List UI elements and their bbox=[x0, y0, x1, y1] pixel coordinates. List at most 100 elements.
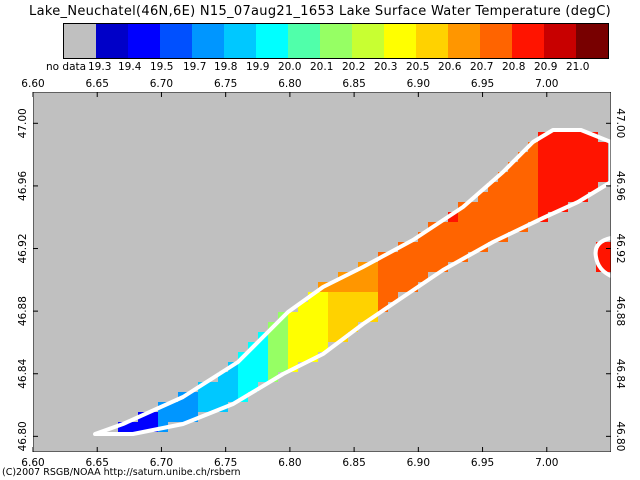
temp-cell-157 bbox=[358, 292, 368, 302]
temp-cell-248 bbox=[148, 412, 158, 422]
temp-cell-132 bbox=[438, 262, 448, 272]
temp-cell-238 bbox=[228, 392, 238, 402]
temp-cell-250 bbox=[168, 412, 178, 422]
land-background bbox=[33, 92, 611, 452]
temp-cell-44 bbox=[488, 182, 498, 192]
temp-cell-82 bbox=[498, 212, 508, 222]
temp-cell-37 bbox=[538, 172, 548, 182]
temp-cell-181 bbox=[278, 322, 288, 332]
temp-cell-26 bbox=[538, 162, 548, 172]
temp-cell-228 bbox=[208, 382, 218, 392]
temp-cell-19 bbox=[568, 152, 578, 162]
temp-cell-137 bbox=[378, 272, 388, 282]
temp-cell-16 bbox=[538, 152, 548, 162]
lat-label-left-5: 46.80 bbox=[17, 421, 29, 451]
temp-cell-121 bbox=[438, 252, 448, 262]
temp-cell-70 bbox=[498, 202, 508, 212]
temp-cell-55 bbox=[478, 192, 488, 202]
temp-cell-215 bbox=[238, 362, 248, 372]
temp-cell-41 bbox=[578, 172, 588, 182]
lat-label-left-4: 46.84 bbox=[17, 358, 29, 388]
temp-cell-211 bbox=[288, 352, 298, 362]
temp-cell-256 bbox=[148, 422, 158, 432]
lon-label-bottom-1: 6.65 bbox=[86, 457, 109, 469]
legend-label-16: 21.0 bbox=[566, 61, 590, 73]
temp-cell-229 bbox=[218, 382, 228, 392]
temp-cell-169 bbox=[378, 302, 388, 312]
temp-cell-47 bbox=[518, 182, 528, 192]
temp-cell-219 bbox=[278, 362, 288, 372]
temp-cell-110 bbox=[438, 242, 448, 252]
temp-cell-249 bbox=[158, 412, 168, 422]
temp-cell-192 bbox=[288, 332, 298, 342]
temp-cell-80 bbox=[478, 212, 488, 222]
color-legend bbox=[63, 23, 609, 59]
legend-label-5: 19.8 bbox=[214, 61, 238, 73]
temp-cell-196 bbox=[328, 332, 338, 342]
temp-cell-93 bbox=[488, 222, 498, 232]
temp-cell-89 bbox=[448, 222, 458, 232]
temp-cell-161 bbox=[298, 302, 308, 312]
temp-cell-224 bbox=[248, 372, 258, 382]
temp-cell-71 bbox=[508, 202, 518, 212]
temp-cell-138 bbox=[388, 272, 398, 282]
temp-cell-244 bbox=[198, 402, 208, 412]
temp-cell-21 bbox=[588, 152, 598, 162]
temp-cell-217 bbox=[258, 362, 268, 372]
temp-cell-46 bbox=[508, 182, 518, 192]
temp-cell-152 bbox=[308, 292, 318, 302]
temp-cell-185 bbox=[318, 322, 328, 332]
temp-cell-116 bbox=[388, 252, 398, 262]
lat-label-left-0: 47.00 bbox=[17, 108, 29, 138]
temp-cell-122 bbox=[448, 252, 458, 262]
legend-label-9: 20.2 bbox=[342, 61, 366, 73]
temp-cell-200 bbox=[268, 342, 278, 352]
temp-cell-208 bbox=[258, 352, 268, 362]
temp-cell-88 bbox=[438, 222, 448, 232]
temp-cell-129 bbox=[408, 262, 418, 272]
temp-cell-150 bbox=[398, 282, 408, 292]
temp-cell-83 bbox=[508, 212, 518, 222]
legend-label-2: 19.4 bbox=[118, 61, 142, 73]
temp-cell-202 bbox=[288, 342, 298, 352]
temp-cell-1 bbox=[548, 132, 558, 142]
lake-temperature-map bbox=[33, 92, 611, 452]
temp-cell-147 bbox=[368, 282, 378, 292]
temp-cell-163 bbox=[318, 302, 328, 312]
legend-swatch-16 bbox=[576, 24, 608, 58]
temp-cell-236 bbox=[208, 392, 218, 402]
temp-cell-166 bbox=[348, 302, 358, 312]
temp-cell-205 bbox=[318, 342, 328, 352]
temp-cell-30 bbox=[578, 162, 588, 172]
legend-swatch-9 bbox=[352, 24, 384, 58]
legend-label-10: 20.3 bbox=[374, 61, 398, 73]
temp-cell-69 bbox=[488, 202, 498, 212]
temp-cell-162 bbox=[308, 302, 318, 312]
legend-swatch-0 bbox=[64, 24, 96, 58]
temp-cell-12 bbox=[588, 142, 598, 152]
temp-cell-99 bbox=[438, 232, 448, 242]
temp-cell-61 bbox=[538, 192, 548, 202]
lon-label-top-5: 6.85 bbox=[342, 78, 365, 90]
lon-label-bottom-7: 6.95 bbox=[471, 457, 494, 469]
temp-cell-234 bbox=[188, 392, 198, 402]
temp-cell-35 bbox=[518, 172, 528, 182]
legend-label-3: 19.5 bbox=[150, 61, 174, 73]
temp-cell-64 bbox=[568, 192, 578, 202]
temp-cell-195 bbox=[318, 332, 328, 342]
legend-label-0: no data bbox=[46, 61, 87, 73]
temp-cell-221 bbox=[218, 372, 228, 382]
lake-shoreline bbox=[93, 128, 611, 436]
lon-label-top-3: 6.75 bbox=[214, 78, 237, 90]
temp-cell-154 bbox=[328, 292, 338, 302]
temp-cell-33 bbox=[498, 172, 508, 182]
temp-cell-237 bbox=[218, 392, 228, 402]
temp-cell-231 bbox=[238, 382, 248, 392]
lon-label-bottom-8: 7.00 bbox=[535, 457, 558, 469]
temp-cell-5 bbox=[588, 132, 598, 142]
temp-cell-32 bbox=[598, 162, 608, 172]
lon-label-bottom-5: 6.85 bbox=[342, 457, 365, 469]
temp-cell-11 bbox=[578, 142, 588, 152]
temp-cell-98 bbox=[428, 232, 438, 242]
temp-cell-108 bbox=[418, 242, 428, 252]
